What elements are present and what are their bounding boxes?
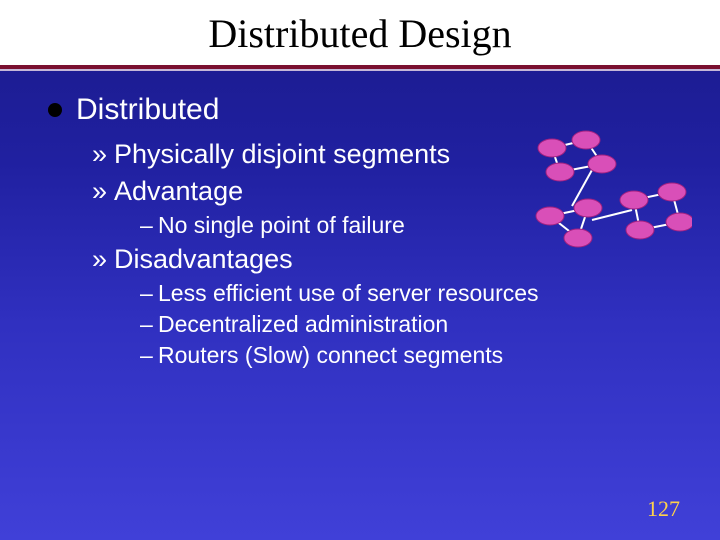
dash-icon: – (140, 211, 158, 241)
level3-text: Routers (Slow) connect segments (158, 342, 503, 368)
level3-text: No single point of failure (158, 212, 405, 238)
bullet-level3: –Routers (Slow) connect segments (140, 341, 680, 371)
bullet-level1: Distributed (48, 93, 680, 127)
dash-icon: – (140, 279, 158, 309)
bullet-level3: –Less efficient use of server resources (140, 279, 680, 309)
bullet-level3: –Decentralized administration (140, 310, 680, 340)
bullet-dot-icon (48, 103, 62, 117)
slide-title: Distributed Design (0, 10, 720, 57)
level1-text: Distributed (76, 93, 219, 127)
level2-text: Disadvantages (114, 244, 293, 274)
level2-text: Physically disjoint segments (114, 139, 450, 169)
level3-text: Decentralized administration (158, 311, 448, 337)
raquo-icon: » (92, 137, 114, 172)
page-number: 127 (647, 496, 680, 522)
level3-text: Less efficient use of server resources (158, 280, 539, 306)
title-bar: Distributed Design (0, 0, 720, 65)
raquo-icon: » (92, 174, 114, 209)
dash-icon: – (140, 341, 158, 371)
network-diagram (522, 130, 692, 260)
level2-text: Advantage (114, 176, 243, 206)
dash-icon: – (140, 310, 158, 340)
raquo-icon: » (92, 242, 114, 277)
